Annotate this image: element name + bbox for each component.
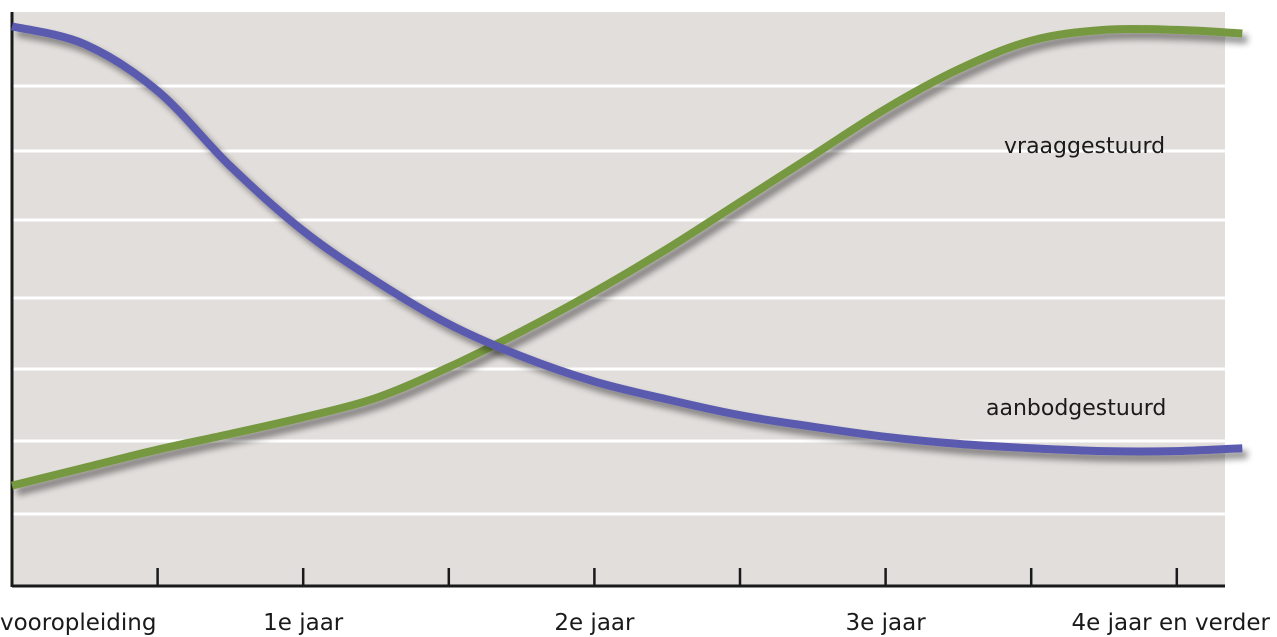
series-line-aanbodgestuurd	[11, 22, 1243, 456]
x-axis	[10, 12, 1225, 588]
x-tick-label: 3e jaar	[846, 610, 927, 636]
series-labels: aanbodgestuurd vraaggestuurd	[986, 134, 1166, 421]
series-lines	[11, 22, 1243, 490]
x-tick-label: 1e jaar	[263, 610, 344, 636]
series-label-aanbodgestuurd: aanbodgestuurd	[986, 396, 1166, 421]
x-tick-labels: vooropleiding 1e jaar 2e jaar 3e jaar 4e jaa…	[0, 610, 1271, 636]
series-line-vraaggestuurd	[11, 24, 1243, 490]
series-label-vraaggestuurd: vraaggestuurd	[1004, 134, 1165, 159]
x-tick-label: 2e jaar	[554, 610, 635, 636]
x-tick-label: vooropleiding	[0, 610, 156, 636]
x-tick-label: 4e jaar en verder	[1072, 610, 1271, 636]
